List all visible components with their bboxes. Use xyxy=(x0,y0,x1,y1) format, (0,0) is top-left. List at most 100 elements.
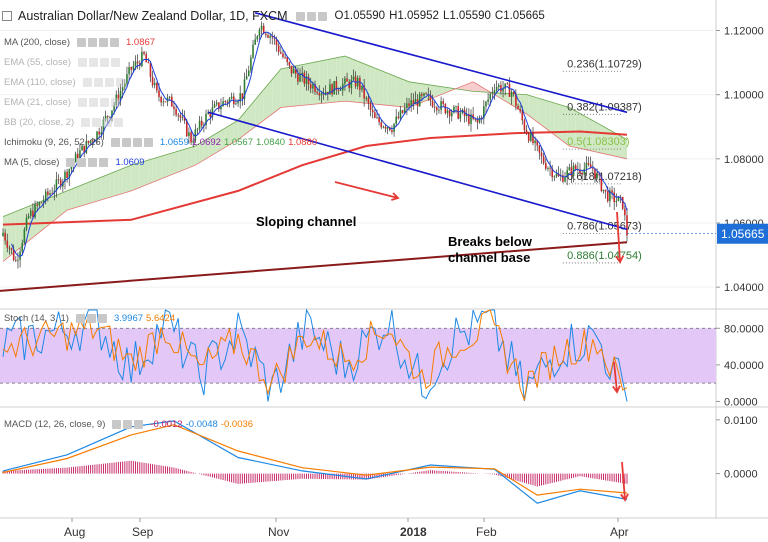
candle-body xyxy=(412,100,415,104)
close-icon[interactable] xyxy=(317,11,327,21)
candle-body xyxy=(81,145,83,151)
ichimoku-cloud-segment xyxy=(139,161,145,188)
more-icon[interactable] xyxy=(99,158,109,167)
candle-body xyxy=(299,74,301,82)
stoch-k-line xyxy=(2,308,628,402)
macd-label: MACD (12, 26, close, 9) xyxy=(4,419,106,430)
candle-body xyxy=(468,114,470,124)
candle-body xyxy=(252,44,254,58)
hide-icon[interactable] xyxy=(92,118,102,127)
candle-body xyxy=(489,93,492,100)
candle-body xyxy=(367,97,370,104)
more-icon[interactable] xyxy=(115,78,125,87)
settings-icon[interactable] xyxy=(295,11,305,21)
candle-body xyxy=(339,90,342,92)
candle-body xyxy=(115,94,118,106)
indicator-row[interactable]: EMA (21, close) xyxy=(4,96,124,109)
collapse-icon[interactable] xyxy=(2,11,12,21)
indicator-row[interactable]: EMA (110, close) xyxy=(4,76,129,89)
settings-icon[interactable] xyxy=(77,38,86,47)
candle-body xyxy=(15,260,17,261)
hide-icon[interactable] xyxy=(89,98,99,107)
candle-body xyxy=(455,106,457,108)
candle-body xyxy=(566,170,568,178)
candle-body xyxy=(239,93,242,102)
candle-body xyxy=(320,93,323,96)
candle-body xyxy=(280,52,282,54)
settings-icon[interactable] xyxy=(78,58,88,67)
candle-body xyxy=(414,99,417,104)
settings-icon[interactable] xyxy=(112,420,122,429)
candle-body xyxy=(89,140,92,143)
hide-icon[interactable] xyxy=(86,314,96,323)
candle-body xyxy=(74,153,77,163)
hide-icon[interactable] xyxy=(89,58,99,67)
candle-body xyxy=(156,82,158,91)
close-icon[interactable] xyxy=(100,58,110,67)
candle-body xyxy=(224,101,227,103)
more-icon[interactable] xyxy=(111,58,121,67)
candle-body xyxy=(363,85,365,99)
more-icon[interactable] xyxy=(111,98,121,107)
stoch-tick-label: 40.0000 xyxy=(724,360,764,372)
channel-upper-line xyxy=(254,12,628,114)
close-icon[interactable] xyxy=(100,98,110,107)
ichimoku-cloud-segment xyxy=(438,86,444,96)
candle-body xyxy=(564,177,566,182)
settings-icon[interactable] xyxy=(75,314,85,323)
candle-body xyxy=(423,93,425,96)
settings-icon[interactable] xyxy=(82,78,92,87)
close-icon[interactable] xyxy=(97,314,107,323)
candle-body xyxy=(303,72,306,84)
indicator-row[interactable]: Ichimoku (9, 26, 52, 26) 1.0659 1.0692 1.05… xyxy=(4,136,317,149)
settings-icon[interactable] xyxy=(81,118,91,127)
hide-icon[interactable] xyxy=(93,78,103,87)
hide-icon[interactable] xyxy=(77,158,87,167)
time-tick-label: 2018 xyxy=(400,525,427,539)
ichimoku-cloud-segment xyxy=(135,162,140,190)
settings-icon[interactable] xyxy=(78,98,88,107)
ichimoku-cloud-segment xyxy=(45,197,51,228)
close-icon[interactable] xyxy=(134,420,144,429)
breakdown-arrow-head xyxy=(615,255,625,264)
ichimoku-cloud-segment xyxy=(105,173,110,199)
indicator-row[interactable]: BB (20, close, 2) xyxy=(4,116,127,129)
hide-icon[interactable] xyxy=(306,11,316,21)
indicator-row[interactable]: EMA (55, close) xyxy=(4,56,124,69)
hide-icon[interactable] xyxy=(121,138,131,147)
settings-icon[interactable] xyxy=(66,158,76,167)
more-icon[interactable] xyxy=(110,38,119,47)
ichimoku-cloud-segment xyxy=(614,132,619,157)
ichimoku-cloud-segment xyxy=(97,177,102,202)
indicator-label: EMA (110, close) xyxy=(4,77,76,88)
ichimoku-cloud-segment xyxy=(460,85,465,91)
indicator-row[interactable]: MA (5, close) 1.0609 xyxy=(4,156,145,169)
indicator-row[interactable]: MA (200, close) 1.0867 xyxy=(4,36,155,49)
candle-body xyxy=(288,62,291,66)
candle-body xyxy=(523,120,526,131)
candle-body xyxy=(465,114,468,117)
candle-body xyxy=(243,79,246,99)
stoch-buttons xyxy=(75,314,107,323)
close-icon[interactable] xyxy=(103,118,113,127)
close-icon[interactable] xyxy=(99,38,108,47)
candle-body xyxy=(418,94,421,107)
hide-icon[interactable] xyxy=(88,38,97,47)
more-icon[interactable] xyxy=(143,138,153,147)
candle-body xyxy=(592,168,594,170)
hide-icon[interactable] xyxy=(123,420,133,429)
close-icon[interactable] xyxy=(132,138,142,147)
candle-body xyxy=(459,112,462,119)
settings-icon[interactable] xyxy=(110,138,120,147)
close-icon[interactable] xyxy=(104,78,114,87)
ichimoku-cloud-segment xyxy=(208,135,213,158)
candle-body xyxy=(312,84,314,89)
candle-body xyxy=(177,114,180,116)
candle-body xyxy=(297,73,299,82)
candle-body xyxy=(376,117,378,119)
more-icon[interactable] xyxy=(114,118,124,127)
macd-arrow-head xyxy=(620,493,629,502)
candle-body xyxy=(448,110,451,117)
close-icon[interactable] xyxy=(88,158,98,167)
candle-body xyxy=(153,82,156,86)
